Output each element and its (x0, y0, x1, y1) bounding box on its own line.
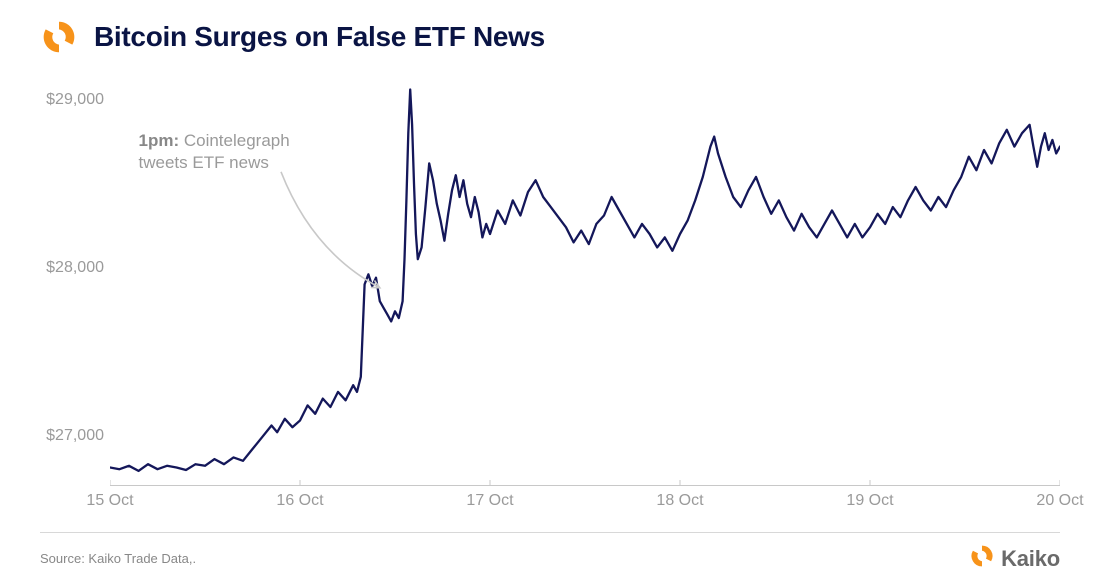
source-text: Source: Kaiko Trade Data,. (40, 551, 196, 566)
brand-logo: Kaiko (969, 543, 1060, 574)
chart-footer: Source: Kaiko Trade Data,. Kaiko (40, 532, 1060, 574)
chart-title: Bitcoin Surges on False ETF News (94, 21, 545, 53)
chart-area: $27,000 $28,000 $29,000 15 Oct 16 Oct 17 Oct… (40, 66, 1060, 514)
x-axis-label: 20 Oct (1036, 492, 1083, 510)
x-axis-label: 18 Oct (656, 492, 703, 510)
x-axis-label: 19 Oct (846, 492, 893, 510)
kaiko-logo-icon (40, 18, 78, 56)
kaiko-logo-icon (969, 543, 995, 574)
y-axis: $27,000 $28,000 $29,000 (40, 66, 110, 486)
chart-header: Bitcoin Surges on False ETF News (0, 0, 1100, 66)
annotation-label: 1pm: Cointelegraphtweets ETF news (139, 130, 290, 174)
x-axis-label: 15 Oct (86, 492, 133, 510)
y-axis-label: $28,000 (46, 259, 104, 277)
y-axis-label: $29,000 (46, 91, 104, 109)
x-axis-label: 16 Oct (276, 492, 323, 510)
annotation-arrow (281, 172, 380, 288)
brand-name: Kaiko (1001, 546, 1060, 572)
x-axis: 15 Oct16 Oct17 Oct18 Oct19 Oct20 Oct (110, 486, 1060, 514)
y-axis-label: $27,000 (46, 427, 104, 445)
x-axis-label: 17 Oct (466, 492, 513, 510)
